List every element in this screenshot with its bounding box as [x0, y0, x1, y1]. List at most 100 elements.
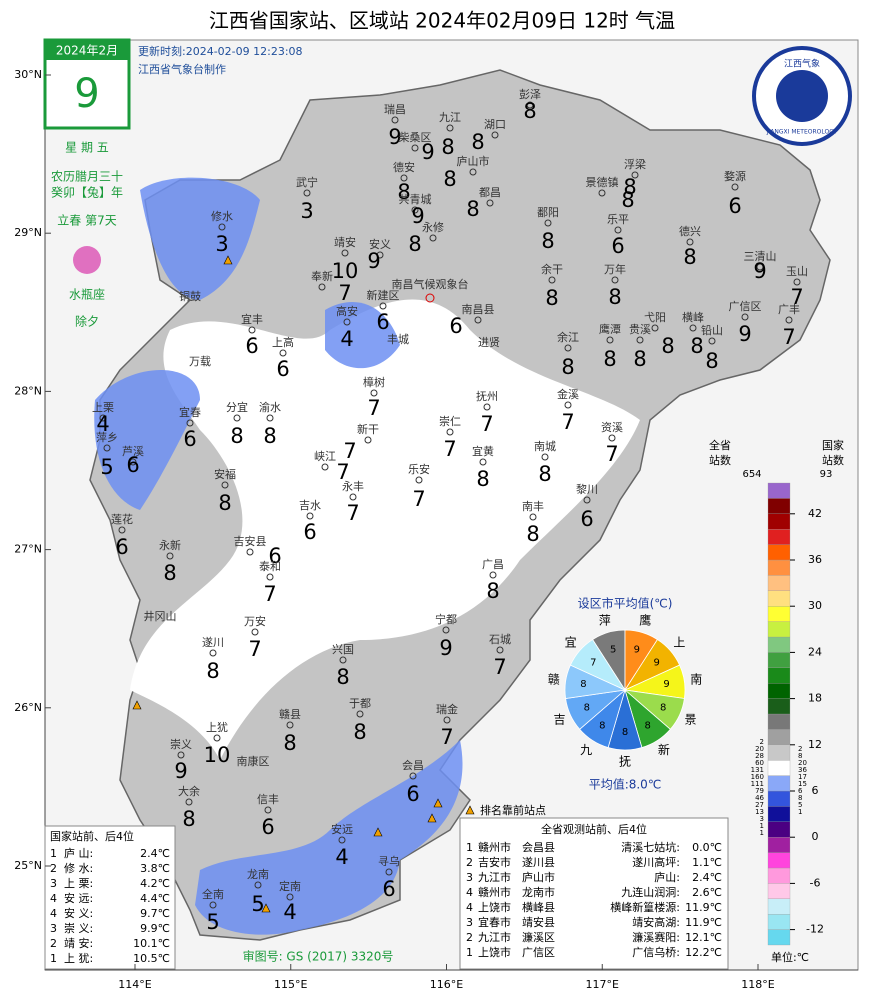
colorbar-band — [767, 713, 791, 730]
station-name: 弋阳 — [644, 311, 666, 324]
province-table-cell: 宜春市 — [478, 915, 511, 929]
station-name: 定南 — [279, 879, 301, 893]
station-value: 8 — [608, 285, 621, 309]
national-table-cell: 3 — [50, 922, 57, 935]
station-marker — [429, 234, 437, 242]
station-value: 8 — [661, 334, 674, 358]
station-name: 广信区 — [729, 300, 762, 313]
station-value: 7 — [493, 655, 506, 679]
pie-value: 8 — [660, 702, 666, 713]
station-marker — [185, 798, 193, 806]
station-marker — [731, 183, 739, 191]
station-value: 5 — [206, 910, 219, 934]
lon-label: 118°E — [741, 978, 774, 991]
station-name: 湖口 — [484, 118, 506, 131]
national-table-cell: 10.1℃ — [133, 937, 170, 950]
station-marker — [103, 444, 111, 452]
station-marker — [469, 168, 477, 176]
logo-english: JIANGXI METEOROLOGY — [766, 129, 838, 136]
station-value: 8 — [466, 197, 479, 221]
station-value: 8 — [603, 347, 616, 371]
station-marker — [218, 223, 226, 231]
station-name: 婺源 — [724, 169, 746, 183]
province-table-cell: 1 — [466, 841, 473, 854]
station-marker — [129, 458, 137, 466]
national-table-cell: 4.4℃ — [140, 892, 170, 905]
province-table-cell: 广信区 — [522, 946, 555, 959]
station-name: 彭泽 — [519, 87, 541, 101]
province-table-cell: 横峰县 — [522, 900, 555, 914]
station-value: 9 — [367, 249, 380, 273]
station-value: 4 — [283, 900, 296, 924]
place-name: 万载 — [189, 355, 211, 368]
pie-label: 吉 — [553, 712, 565, 726]
station-marker — [338, 836, 346, 844]
lunar-year: 癸卯【兔】年 — [51, 185, 123, 200]
colorbar-band — [767, 498, 791, 514]
station-value: 8 — [621, 188, 634, 212]
station-name: 南城 — [534, 440, 556, 453]
station-marker — [411, 144, 419, 152]
station-marker — [446, 124, 454, 132]
colorbar-band — [767, 821, 791, 838]
province-table-cell: 九江市 — [478, 930, 511, 944]
colorbar-band — [767, 883, 791, 899]
province-count: 20 — [755, 745, 764, 753]
station-name: 上犹 — [206, 721, 228, 734]
pie-value: 9 — [634, 645, 640, 656]
lon-label: 114°E — [118, 978, 151, 991]
station-name: 安福 — [214, 467, 236, 481]
rank-station — [261, 903, 271, 913]
station-value: 8 — [476, 467, 489, 491]
station-marker — [99, 414, 107, 422]
station-value: 8 — [163, 561, 176, 585]
province-table-cell: 遂川高坪: — [632, 855, 680, 869]
station-marker — [486, 199, 494, 207]
pie-value: 8 — [580, 679, 586, 690]
colorbar-band — [767, 867, 791, 884]
lon-label: 115°E — [274, 978, 307, 991]
station-marker — [306, 512, 314, 520]
rank-station — [433, 798, 443, 808]
station-name: 樟树 — [363, 375, 385, 389]
colorbar-band — [767, 575, 791, 591]
station-name: 靖安 — [334, 235, 356, 249]
station-marker — [321, 463, 329, 471]
colorbar-band — [767, 559, 791, 576]
province-table-cell: 11.9℃ — [685, 901, 722, 914]
province-table-cell: 11.9℃ — [685, 916, 722, 929]
province-table-cell: 庐山: — [654, 870, 680, 884]
pie-label: 九 — [580, 743, 592, 757]
province-count: 160 — [751, 773, 764, 781]
province-table-cell: 靖安县 — [522, 915, 555, 929]
station-marker — [251, 628, 259, 636]
station-value: 5 — [100, 455, 113, 479]
colorbar-band — [767, 513, 791, 530]
station-marker — [741, 313, 749, 321]
station-marker — [548, 276, 556, 284]
solar-term: 立春 第7天 — [57, 213, 116, 228]
national-table-cell: 崇 义: — [64, 922, 93, 935]
station-marker — [209, 649, 217, 657]
national-table-cell: 3 — [50, 877, 57, 890]
pie-value: 8 — [645, 720, 651, 731]
station-name: 金溪 — [557, 387, 579, 401]
colorbar-label: 36 — [808, 553, 822, 566]
province-count: 60 — [755, 759, 764, 767]
station-name: 吉安县 — [234, 534, 267, 548]
pie-value: 8 — [599, 720, 605, 731]
colorbar-band — [767, 852, 791, 869]
station-name: 信丰 — [257, 793, 279, 806]
station-name: 崇义 — [170, 738, 192, 751]
station-marker — [266, 573, 274, 581]
station-name: 崇仁 — [439, 415, 461, 428]
station-marker — [209, 901, 217, 909]
station-name: 兴国 — [332, 643, 354, 656]
station-name: 石城 — [489, 633, 511, 646]
station-marker — [564, 401, 572, 409]
place-name: 井冈山 — [144, 609, 177, 623]
station-name: 乐安 — [408, 462, 430, 476]
national-count: 8 — [798, 752, 802, 760]
station-marker — [686, 238, 694, 246]
colorbar-band — [767, 652, 791, 668]
